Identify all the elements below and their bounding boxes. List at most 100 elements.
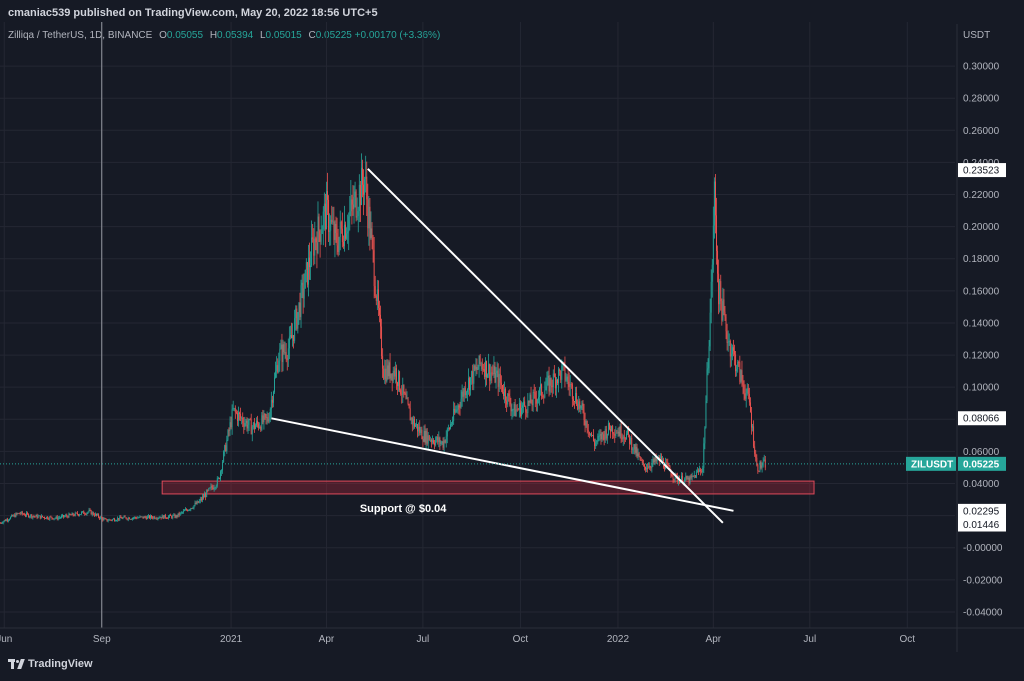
candle-body: [527, 400, 529, 413]
candle-body: [704, 427, 706, 444]
candle-body: [170, 514, 172, 516]
candle-body: [552, 373, 554, 388]
candle-body: [486, 360, 487, 378]
candle-body: [9, 519, 10, 520]
candle-body: [531, 403, 533, 406]
candle-body: [512, 409, 514, 411]
candle-body: [739, 362, 741, 382]
candle-body: [112, 518, 114, 520]
candle-body: [388, 362, 390, 377]
candle-body: [560, 371, 562, 380]
candle-body: [540, 384, 542, 389]
candle-body: [426, 430, 428, 444]
candle-body: [171, 515, 173, 518]
candle-body: [213, 487, 215, 490]
candle-body: [51, 516, 53, 519]
candle-body: [457, 405, 459, 410]
candle-body: [99, 517, 101, 519]
candle-body: [473, 365, 475, 384]
candle-body: [127, 517, 129, 520]
candle-body: [193, 505, 195, 509]
candle-body: [736, 369, 738, 372]
candle-body: [119, 516, 121, 520]
candle-body: [249, 419, 251, 420]
candle-body: [701, 471, 703, 472]
candle-body: [307, 257, 309, 285]
candle-body: [513, 403, 515, 410]
candle-body: [441, 441, 443, 443]
candle-body: [607, 423, 609, 434]
candle-body: [162, 515, 164, 519]
candle-body: [186, 509, 187, 511]
candle-body: [254, 425, 256, 429]
symbol-tag-box: [906, 456, 956, 471]
candle-body: [439, 437, 441, 444]
candle-body: [88, 509, 90, 512]
candle-body: [35, 515, 37, 517]
candle-body: [86, 512, 88, 515]
candle-body: [686, 476, 688, 480]
candle-body: [541, 384, 543, 396]
tradingview-logo[interactable]: TradingView: [8, 658, 93, 670]
candle-body: [523, 401, 525, 406]
candle-body: [594, 440, 596, 446]
candle-body: [445, 436, 447, 443]
candle-body: [588, 431, 590, 435]
candle-body: [631, 437, 633, 451]
candle-body: [481, 363, 483, 370]
candle-body: [356, 216, 358, 218]
candle-body: [31, 514, 33, 518]
candle-body: [492, 373, 494, 375]
candle-body: [159, 517, 161, 519]
candle-body: [702, 468, 704, 472]
candle-body: [656, 459, 658, 462]
candle-body: [462, 391, 464, 397]
candle-body: [696, 470, 698, 472]
candle-body: [207, 490, 209, 491]
candle-body: [708, 346, 710, 369]
candle-body: [453, 408, 455, 421]
candle-body: [648, 466, 650, 469]
candle-body: [744, 393, 746, 399]
candle-body: [114, 518, 115, 521]
candle-body: [110, 519, 112, 521]
candle-body: [630, 437, 632, 444]
candle-body: [276, 365, 278, 372]
candle-body: [417, 424, 419, 432]
candle-body: [709, 312, 711, 347]
candle-body: [498, 373, 500, 387]
candle-body: [745, 393, 747, 399]
candle-body: [762, 460, 764, 466]
candle-body: [482, 369, 484, 370]
candle-body: [100, 516, 102, 519]
candle-body: [248, 419, 250, 425]
candle-body: [182, 510, 184, 513]
candle-body: [459, 406, 461, 408]
candle-body: [324, 203, 326, 230]
candle-body: [740, 370, 742, 382]
candle-body: [677, 479, 679, 482]
x-tick-label: 2022: [607, 634, 630, 645]
candle-body: [44, 517, 45, 519]
x-tick-label: Jun: [0, 634, 12, 645]
candle-body: [312, 237, 314, 239]
candle-body: [87, 511, 89, 513]
candle-body: [650, 467, 652, 469]
candle-body: [64, 516, 66, 518]
candle-body: [189, 509, 191, 511]
candle-body: [32, 516, 34, 518]
candle-body: [200, 498, 202, 501]
candle-body: [491, 372, 493, 374]
y-tick-label: 0.14000: [963, 318, 1000, 329]
candle-body: [406, 398, 408, 400]
candle-body: [129, 519, 131, 520]
candle-body: [422, 439, 424, 442]
candle-body: [294, 318, 296, 341]
candle-body: [39, 515, 41, 519]
candle-body: [639, 456, 641, 460]
candle-body: [72, 513, 74, 516]
candle-body: [102, 517, 104, 521]
candle-body: [670, 470, 672, 476]
candle-body: [652, 459, 654, 463]
